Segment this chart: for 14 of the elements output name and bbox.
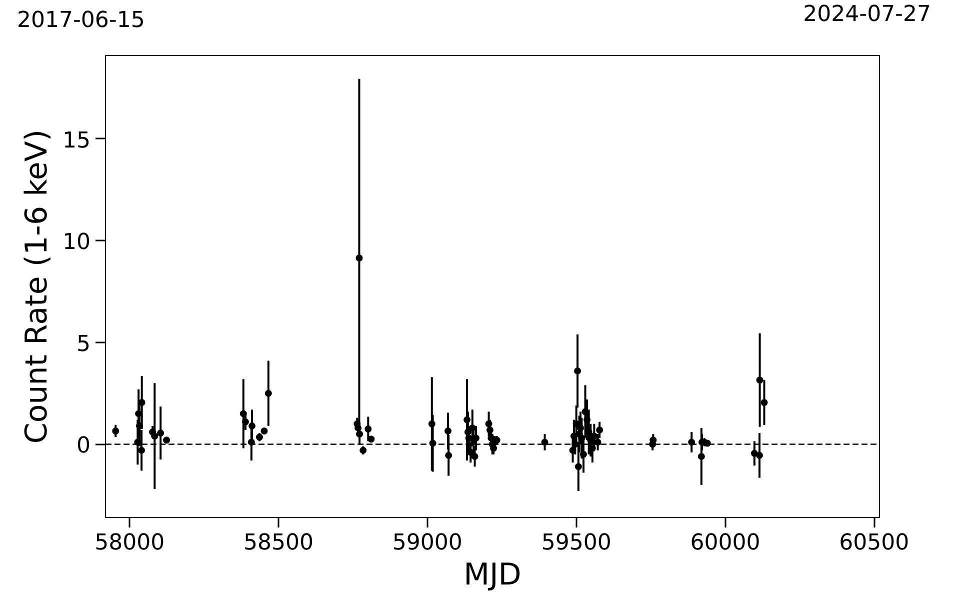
y-tick-label: 15	[62, 128, 91, 154]
x-tick-label: 59000	[392, 530, 462, 556]
x-tick-label: 60000	[690, 530, 760, 556]
y-axis-title: Count Rate (1-6 keV)	[20, 129, 55, 444]
y-tick-label: 0	[76, 434, 91, 459]
y-tick-label: 5	[76, 332, 91, 357]
y-tick-label: 10	[62, 230, 91, 256]
text: 2024-07-27	[803, 1, 931, 29]
x-tick-label: 59500	[541, 530, 612, 556]
x-axis-title: MJD	[464, 558, 522, 592]
text: 2017-06-15	[17, 7, 145, 35]
x-tick-label: 58000	[94, 530, 165, 556]
x-tick-label: 60500	[839, 530, 910, 556]
x-tick-label: 58500	[244, 530, 314, 556]
